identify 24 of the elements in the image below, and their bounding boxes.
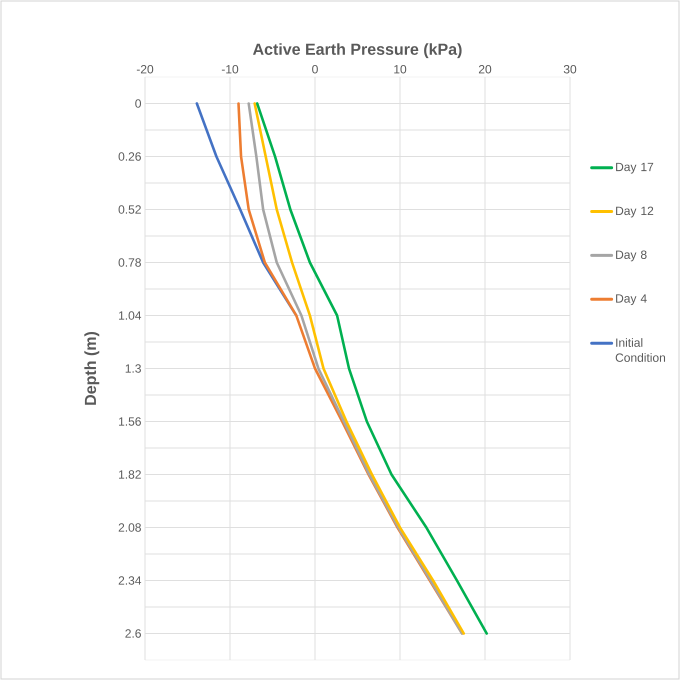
- y-axis-title: Depth (m): [84, 332, 100, 405]
- x-axis-title: Active Earth Pressure (kPa): [252, 43, 462, 58]
- legend-label: Day 17: [616, 162, 654, 174]
- x-tick-label: 20: [478, 64, 492, 74]
- y-tick-label: 0.78: [118, 258, 141, 267]
- x-tick-label: -20: [136, 64, 154, 74]
- y-tick-label: 1.82: [119, 470, 141, 479]
- y-tick-label: 1.04: [119, 311, 142, 320]
- y-tick-label: 2.08: [118, 523, 141, 532]
- y-tick-label: 1.56: [119, 417, 141, 426]
- legend-label: Day 8: [616, 250, 647, 262]
- y-tick-label: 2.6: [125, 629, 141, 638]
- y-tick-label: 0: [135, 99, 142, 108]
- legend-label: Initial Condition: [616, 338, 666, 362]
- x-tick-label: 0: [312, 64, 318, 74]
- legend-label: Day 4: [616, 294, 647, 306]
- y-tick-label: 2.34: [118, 576, 142, 585]
- y-tick-label: 0.52: [118, 205, 141, 214]
- x-tick-label: -10: [222, 64, 238, 74]
- legend-label: Day 12: [616, 206, 654, 218]
- x-tick-label: 30: [564, 64, 576, 74]
- y-tick-label: 0.26: [118, 152, 141, 161]
- y-tick-label: 1.3: [126, 364, 141, 373]
- x-tick-label: 10: [394, 64, 406, 74]
